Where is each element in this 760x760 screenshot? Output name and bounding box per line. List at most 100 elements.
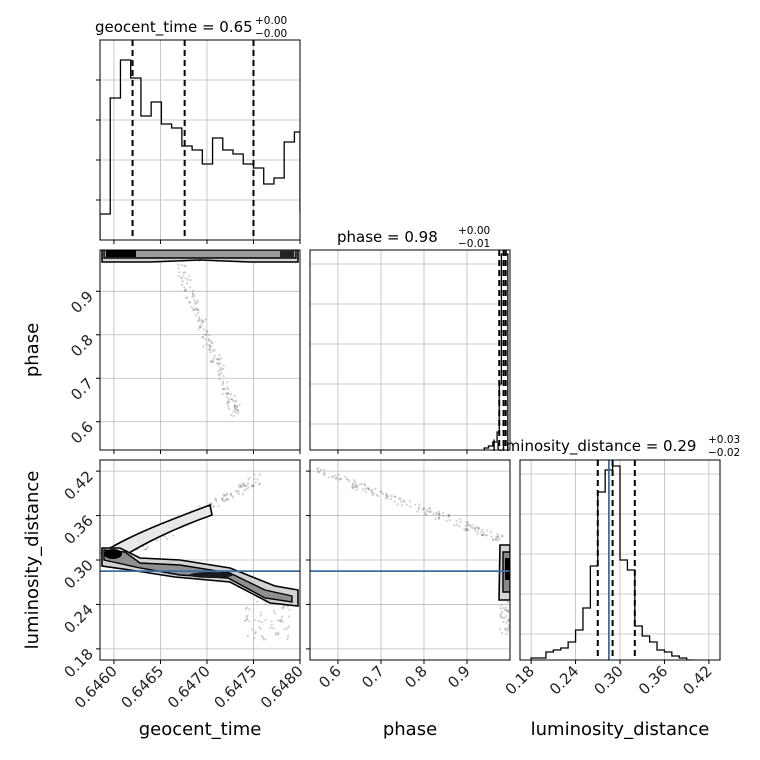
- sample-point: [278, 619, 281, 622]
- sample-point: [281, 607, 284, 610]
- sample-point: [225, 493, 228, 496]
- sample-point: [463, 527, 466, 531]
- sample-point: [389, 497, 393, 500]
- sample-point: [177, 275, 180, 278]
- sample-point: [233, 405, 236, 408]
- histogram-step: [100, 59, 300, 240]
- sample-point: [498, 628, 502, 631]
- sample-point: [252, 484, 256, 487]
- sample-point: [258, 473, 262, 476]
- sample-point: [446, 514, 450, 517]
- sample-point: [190, 305, 193, 309]
- sample-point: [506, 618, 510, 621]
- y-tick-label: 0.9: [67, 287, 97, 317]
- sample-point: [288, 608, 291, 612]
- sample-point: [428, 507, 432, 511]
- sample-point: [224, 494, 227, 497]
- sample-point: [214, 498, 218, 501]
- sample-point: [237, 489, 240, 492]
- sample-point: [247, 478, 250, 481]
- sample-point: [236, 490, 239, 494]
- sample-point: [183, 286, 186, 289]
- sample-point: [351, 482, 354, 485]
- sample-point: [245, 484, 248, 487]
- sample-point: [216, 363, 220, 366]
- sample-point: [198, 319, 201, 322]
- sample-point: [466, 520, 469, 524]
- sample-point: [376, 495, 380, 498]
- sample-point: [507, 624, 510, 627]
- sample-point: [191, 292, 195, 295]
- sample-point: [189, 279, 192, 282]
- sample-point: [437, 516, 441, 519]
- sample-point: [143, 548, 146, 552]
- sample-point: [227, 400, 230, 403]
- sample-point: [223, 493, 226, 496]
- sample-point: [400, 504, 404, 507]
- sample-point: [209, 360, 212, 364]
- sample-point: [264, 618, 267, 622]
- sample-point: [236, 406, 239, 409]
- sample-point: [316, 468, 319, 471]
- sample-point: [364, 487, 367, 490]
- sample-point: [356, 486, 359, 489]
- sample-point: [259, 627, 262, 630]
- sample-point: [233, 405, 236, 408]
- sample-point: [506, 629, 509, 632]
- sample-point: [445, 519, 448, 523]
- sample-point: [453, 524, 456, 527]
- sample-point: [482, 531, 485, 534]
- sample-point: [484, 534, 487, 537]
- sample-point: [226, 386, 229, 389]
- sample-point: [247, 482, 250, 485]
- sample-point: [198, 326, 202, 329]
- sample-point: [437, 516, 441, 520]
- sample-point: [499, 616, 503, 619]
- sample-point: [332, 474, 335, 478]
- sample-point: [196, 301, 199, 304]
- sample-point: [287, 635, 290, 638]
- sample-point: [211, 341, 214, 344]
- sample-point: [441, 511, 445, 514]
- sample-point: [227, 392, 230, 396]
- sample-point: [448, 519, 451, 522]
- sample-point: [279, 620, 283, 623]
- sample-point: [213, 355, 216, 358]
- sample-point: [184, 277, 187, 280]
- sample-point: [499, 614, 502, 617]
- sample-point: [208, 502, 212, 505]
- sample-point: [402, 499, 406, 502]
- sample-point: [182, 271, 185, 274]
- sample-point: [244, 485, 247, 488]
- sample-point: [416, 510, 419, 513]
- sample-point: [337, 473, 340, 476]
- sample-point: [202, 345, 205, 348]
- sample-point: [225, 396, 229, 399]
- sample-point: [275, 633, 278, 636]
- sample-point: [245, 487, 248, 491]
- sample-point: [506, 627, 510, 631]
- sample-point: [370, 491, 373, 495]
- title-sup: +0.03: [708, 434, 740, 446]
- sample-point: [471, 523, 474, 526]
- sample-point: [477, 527, 480, 530]
- sample-point: [237, 492, 241, 495]
- sample-point: [367, 487, 370, 490]
- title-sup: +0.00: [255, 15, 287, 27]
- sample-point: [506, 600, 509, 604]
- sample-point: [260, 620, 263, 624]
- title-sub: −0.00: [255, 28, 287, 40]
- sample-point: [217, 362, 221, 365]
- sample-point: [466, 527, 469, 530]
- sample-point: [354, 485, 357, 488]
- sample-point: [165, 537, 169, 540]
- sample-point: [455, 523, 458, 526]
- panel-title: luminosity_distance = 0.29 +0.03 −0.02: [492, 434, 740, 459]
- y-tick-label: 0.42: [60, 467, 96, 503]
- grid: [100, 40, 300, 240]
- sample-point: [258, 626, 261, 629]
- sample-point: [212, 349, 215, 353]
- sample-point: [459, 518, 462, 521]
- sample-point: [220, 368, 223, 371]
